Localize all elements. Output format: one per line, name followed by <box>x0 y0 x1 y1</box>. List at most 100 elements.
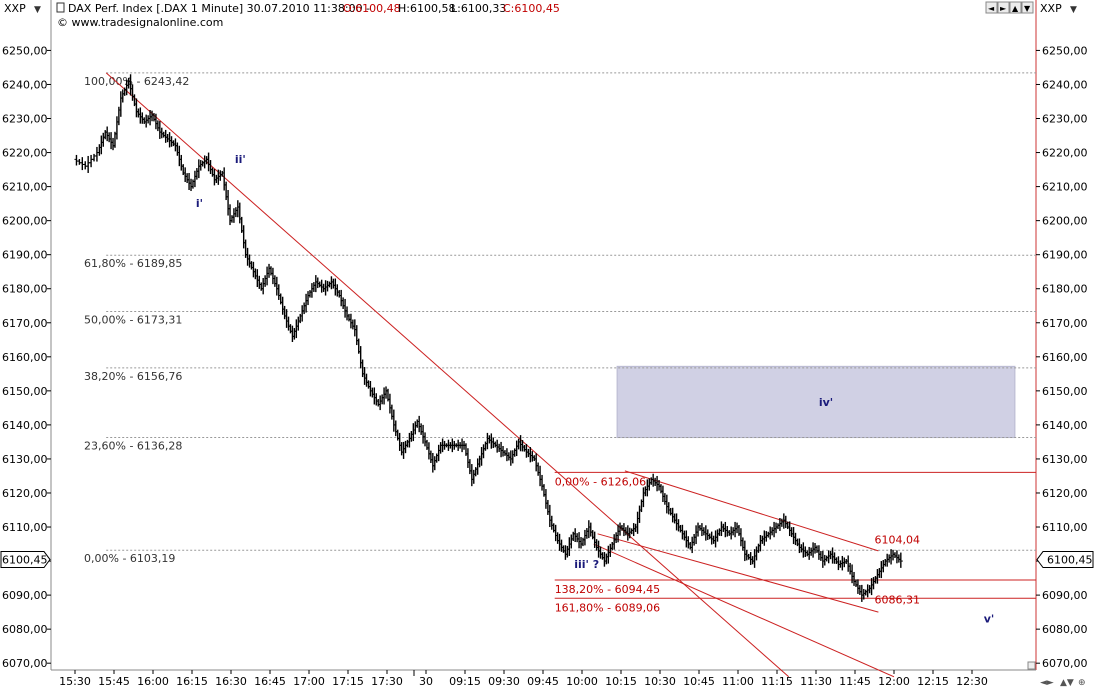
pan-left-icon[interactable]: ◄► <box>1040 678 1054 688</box>
zoom-icon[interactable]: ▲▼ <box>1060 678 1074 688</box>
y-tick-label: 6140,00 <box>2 419 48 432</box>
y-tick-label: 6190,00 <box>2 249 48 262</box>
ohlc-high: H:6100,58 <box>398 2 455 15</box>
x-tick-label: 10:30 <box>644 675 676 688</box>
retracement-label: 23,60% - 6136,28 <box>84 440 182 453</box>
retracement-label: 0,00% - 6103,19 <box>84 552 175 565</box>
y-tick-label: 6220,00 <box>1042 147 1088 160</box>
x-tick-label: 10:00 <box>566 675 598 688</box>
trendline <box>597 533 879 613</box>
zoom-in-button[interactable] <box>1009 1 1022 14</box>
y-tick-label: 6180,00 <box>2 283 48 296</box>
chevron-down-icon[interactable]: ▼ <box>34 5 41 15</box>
x-tick-label: 09:15 <box>449 675 481 688</box>
scroll-right-button[interactable] <box>997 1 1010 14</box>
ohlc-close: C:6100,45 <box>503 2 560 15</box>
scroll-left-icon: ◄ <box>988 4 995 13</box>
y-tick-label: 6210,00 <box>1042 181 1088 194</box>
bottom-controls: ◄► ▲▼ ⊕ <box>1027 661 1086 688</box>
x-tick-label: 11:00 <box>722 675 754 688</box>
x-tick-label: 16:30 <box>215 675 247 688</box>
y-tick-label: 6170,00 <box>1042 317 1088 330</box>
wave-label: v' <box>984 612 995 625</box>
current-price-left: 6100,45 <box>0 551 51 569</box>
ohlc-low: L:6100,33 <box>451 2 506 15</box>
copyright-text: © www.tradesignalonline.com <box>57 16 223 29</box>
symbol-left[interactable]: XXP <box>4 2 26 15</box>
zoom-in-icon: ▲ <box>1012 4 1019 13</box>
x-tick-label: 17:00 <box>293 675 325 688</box>
y-tick-label: 6080,00 <box>1042 623 1088 636</box>
x-tick-label: 17:15 <box>332 675 364 688</box>
x-tick-label: 15:45 <box>98 675 130 688</box>
x-tick-label: 16:15 <box>176 675 208 688</box>
retracement-label: 100,00% - 6243,42 <box>84 75 189 88</box>
x-tick-label: 11:45 <box>839 675 871 688</box>
instrument-icon <box>56 2 65 13</box>
y-tick-label: 6110,00 <box>1042 521 1088 534</box>
settings-icon[interactable]: ⊕ <box>1078 678 1086 688</box>
retracement-label: 38,20% - 6156,76 <box>84 370 182 383</box>
y-tick-label: 6160,00 <box>2 351 48 364</box>
y-tick-label: 6160,00 <box>1042 351 1088 364</box>
instrument-title: DAX Perf. Index [.DAX 1 Minute] 30.07.20… <box>68 2 370 15</box>
resize-handle[interactable] <box>1027 661 1036 670</box>
y-tick-label: 6200,00 <box>2 215 48 228</box>
x-tick-label: 11:15 <box>761 675 793 688</box>
window-buttons: ◄ ► ▲ ▼ <box>985 1 1034 14</box>
target-zone <box>616 365 1016 439</box>
y-tick-label: 6110,00 <box>2 521 48 534</box>
y-tick-label: 6150,00 <box>1042 385 1088 398</box>
y-tick-label: 6070,00 <box>1042 657 1088 670</box>
y-tick-label: 6230,00 <box>2 113 48 126</box>
y-tick-label: 6250,00 <box>1042 44 1088 57</box>
y-tick-label: 6230,00 <box>1042 113 1088 126</box>
x-tick-label: 16:45 <box>254 675 286 688</box>
retracement-label: 50,00% - 6173,31 <box>84 313 182 326</box>
y-tick-label: 6210,00 <box>2 181 48 194</box>
y-tick-label: 6070,00 <box>2 657 48 670</box>
x-tick-label: 16:00 <box>137 675 169 688</box>
y-tick-label: 6130,00 <box>1042 453 1088 466</box>
scroll-left-button[interactable] <box>985 1 998 14</box>
wave-label: iii' ? <box>574 558 599 571</box>
y-tick-label: 6250,00 <box>2 44 48 57</box>
y-tick-label: 6200,00 <box>1042 215 1088 228</box>
x-tick-label: 11:30 <box>800 675 832 688</box>
x-tick-label: 17:30 <box>371 675 403 688</box>
chart-title: DAX Perf. Index [.DAX 1 Minute] 30.07.20… <box>56 2 560 15</box>
x-tick-label: 15:30 <box>59 675 91 688</box>
y-tick-label: 6120,00 <box>1042 487 1088 500</box>
y-tick-label: 6120,00 <box>2 487 48 500</box>
x-tick-label: 12:00 <box>878 675 910 688</box>
wave-label: iv' <box>819 396 833 409</box>
y-tick-label: 6130,00 <box>2 453 48 466</box>
x-tick-label: 12:30 <box>956 675 988 688</box>
y-tick-label: 6190,00 <box>1042 249 1088 262</box>
ohlc-open: O:6100,48 <box>343 2 401 15</box>
symbol-right[interactable]: XXP <box>1040 2 1062 15</box>
wave-label: ii' <box>235 153 246 166</box>
y-tick-label: 6170,00 <box>2 317 48 330</box>
chevron-down-icon[interactable]: ▼ <box>1070 5 1077 15</box>
y-tick-label: 6080,00 <box>2 623 48 636</box>
current-price-right-label: 6100,45 <box>1047 554 1093 567</box>
y-tick-label: 6140,00 <box>1042 419 1088 432</box>
x-tick-label: 09:30 <box>488 675 520 688</box>
channel-price-tag: 6104,04 <box>875 533 921 546</box>
current-price-right: 6100,45 <box>1036 551 1094 569</box>
y-tick-label: 6240,00 <box>1042 78 1088 91</box>
current-price-left-label: 6100,45 <box>2 554 48 567</box>
x-tick-label: 12:15 <box>917 675 949 688</box>
y-tick-label: 6150,00 <box>2 385 48 398</box>
x-tick-label: 30 <box>419 675 433 688</box>
y-tick-label: 6090,00 <box>1042 589 1088 602</box>
zoom-out-button[interactable] <box>1021 1 1034 14</box>
extension-label: 138,20% - 6094,45 <box>555 583 660 596</box>
x-tick-label: 10:45 <box>683 675 715 688</box>
zoom-out-icon: ▼ <box>1024 4 1031 13</box>
scroll-right-icon: ► <box>1000 4 1007 13</box>
